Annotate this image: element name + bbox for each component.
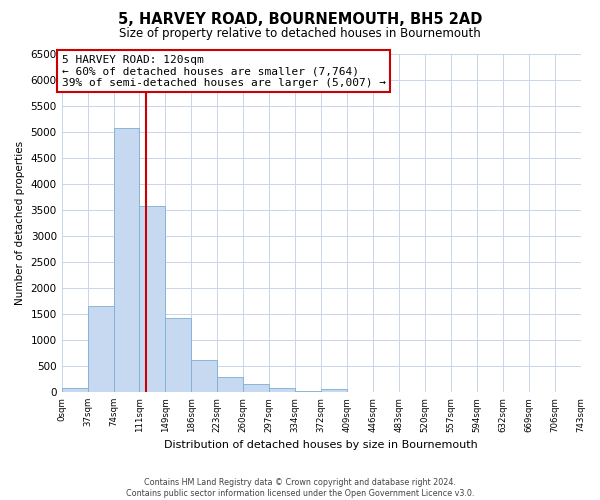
Bar — [243, 384, 269, 392]
Bar — [166, 318, 191, 392]
Bar — [295, 391, 321, 392]
Bar — [62, 388, 88, 392]
Text: Contains HM Land Registry data © Crown copyright and database right 2024.
Contai: Contains HM Land Registry data © Crown c… — [126, 478, 474, 498]
Text: 5 HARVEY ROAD: 120sqm
← 60% of detached houses are smaller (7,764)
39% of semi-d: 5 HARVEY ROAD: 120sqm ← 60% of detached … — [62, 54, 386, 88]
Bar — [217, 377, 243, 392]
Y-axis label: Number of detached properties: Number of detached properties — [15, 141, 25, 305]
Bar — [113, 128, 139, 392]
Text: 5, HARVEY ROAD, BOURNEMOUTH, BH5 2AD: 5, HARVEY ROAD, BOURNEMOUTH, BH5 2AD — [118, 12, 482, 28]
X-axis label: Distribution of detached houses by size in Bournemouth: Distribution of detached houses by size … — [164, 440, 478, 450]
Text: Size of property relative to detached houses in Bournemouth: Size of property relative to detached ho… — [119, 27, 481, 40]
Bar — [191, 360, 217, 392]
Bar — [88, 306, 113, 392]
Bar — [139, 206, 166, 392]
Bar — [321, 390, 347, 392]
Bar — [269, 388, 295, 392]
